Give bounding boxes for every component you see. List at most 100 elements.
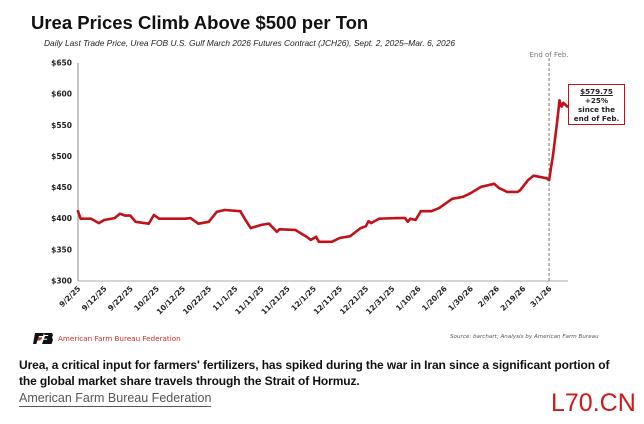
data-point xyxy=(377,217,381,220)
data-point xyxy=(545,177,548,180)
data-point xyxy=(479,185,483,189)
y-tick-label: $350 xyxy=(51,245,72,254)
data-point xyxy=(532,174,535,177)
data-point xyxy=(129,214,132,217)
data-point xyxy=(76,210,80,213)
y-tick-label: $500 xyxy=(51,152,72,161)
x-tick-label: 10/22/25 xyxy=(181,284,213,316)
data-point xyxy=(409,217,412,220)
data-point xyxy=(369,221,373,225)
data-point xyxy=(134,220,137,224)
data-point xyxy=(330,240,334,243)
data-point xyxy=(152,213,156,217)
farm-bureau-logo-icon xyxy=(33,333,53,344)
data-point xyxy=(317,240,320,243)
data-point xyxy=(102,218,106,222)
data-point xyxy=(414,218,417,222)
image-credit-link[interactable]: American Farm Bureau Federation xyxy=(19,391,212,407)
x-tick-label: 1/10/26 xyxy=(394,284,423,313)
callout-line3: since the xyxy=(578,105,615,114)
data-point xyxy=(184,217,187,220)
data-point xyxy=(189,216,192,220)
x-tick-label: 3/1/26 xyxy=(528,284,553,309)
series-line xyxy=(76,99,569,244)
data-point xyxy=(278,228,281,231)
chart-source: Source: barchart; Analysis by American F… xyxy=(450,334,599,340)
data-point xyxy=(551,153,555,157)
data-point xyxy=(364,224,368,228)
data-point xyxy=(215,210,218,214)
y-tick-label: $650 xyxy=(51,59,72,68)
data-point xyxy=(223,208,226,212)
data-point xyxy=(492,182,496,186)
data-point xyxy=(547,178,551,182)
data-point xyxy=(157,217,161,220)
logo-text: American Farm Bureau Federation xyxy=(58,334,181,343)
x-axis-ticks: 9/2/259/12/259/22/2510/2/2510/12/2510/22… xyxy=(57,284,553,316)
data-point xyxy=(359,226,362,230)
y-tick-label: $400 xyxy=(51,214,72,223)
x-tick-label: 9/12/25 xyxy=(80,284,109,313)
data-point xyxy=(197,222,200,225)
data-point xyxy=(396,216,399,220)
data-point xyxy=(314,235,318,238)
data-point xyxy=(113,216,116,220)
data-point xyxy=(516,190,519,194)
callout-line4: end of Feb. xyxy=(573,114,620,123)
x-tick-label: 9/2/25 xyxy=(57,284,82,309)
watermark: L70.CN xyxy=(551,389,636,417)
chart-title: Urea Prices Climb Above $500 per Ton xyxy=(31,12,369,33)
data-point xyxy=(249,226,252,230)
x-tick-label: 2/19/26 xyxy=(499,284,528,313)
data-point xyxy=(406,220,409,224)
data-point xyxy=(419,210,423,213)
x-tick-label: 11/21/25 xyxy=(259,284,291,316)
data-point xyxy=(259,223,263,227)
data-point xyxy=(451,197,454,200)
data-point xyxy=(89,217,93,220)
data-point xyxy=(560,105,563,108)
callout-change: +25% xyxy=(584,96,609,105)
data-point xyxy=(566,105,569,108)
data-point xyxy=(519,188,522,192)
data-point xyxy=(118,212,122,215)
end-of-feb-label: End of Feb. xyxy=(529,51,568,59)
data-point xyxy=(338,236,341,240)
data-point xyxy=(267,222,271,225)
data-point xyxy=(469,191,472,195)
data-point xyxy=(123,214,127,217)
data-point xyxy=(294,228,297,232)
data-point xyxy=(304,234,307,238)
data-point xyxy=(505,190,509,194)
x-tick-label: 1/30/26 xyxy=(446,284,475,313)
x-tick-label: 9/22/25 xyxy=(106,284,135,313)
x-tick-label: 12/31/25 xyxy=(364,284,396,316)
y-axis-ticks: $650 $600 $550 $500 $450 $400 $350 $300 xyxy=(51,59,72,286)
price-callout: $579.75 +25% since the end of Feb. xyxy=(568,84,625,125)
data-point xyxy=(526,178,530,182)
data-point xyxy=(244,218,247,222)
data-point xyxy=(403,216,407,220)
data-point xyxy=(498,186,501,190)
y-tick-label: $450 xyxy=(51,183,72,192)
x-tick-label: 1/20/26 xyxy=(420,284,449,313)
data-point xyxy=(97,221,101,225)
line-chart: $650$600$550$500$450$400$350$300 9/2/259… xyxy=(51,51,569,316)
y-tick-label: $550 xyxy=(51,121,72,130)
data-point xyxy=(461,195,464,199)
data-point xyxy=(430,210,433,213)
data-point xyxy=(562,101,565,105)
image-caption: Urea, a critical input for farmers' fert… xyxy=(19,358,610,388)
data-point xyxy=(207,220,211,224)
data-point xyxy=(558,99,561,102)
chart-subtitle: Daily Last Trade Price, Urea FOB U.S. Gu… xyxy=(44,38,456,48)
data-point xyxy=(348,234,352,238)
data-point xyxy=(239,210,242,213)
afbf-logo: American Farm Bureau Federation xyxy=(33,333,181,344)
data-point xyxy=(275,230,279,233)
data-point xyxy=(309,238,313,242)
y-tick-label: $600 xyxy=(51,90,72,99)
data-point xyxy=(367,220,370,223)
callout-price: $579.75 xyxy=(580,87,613,96)
data-point xyxy=(555,122,559,126)
